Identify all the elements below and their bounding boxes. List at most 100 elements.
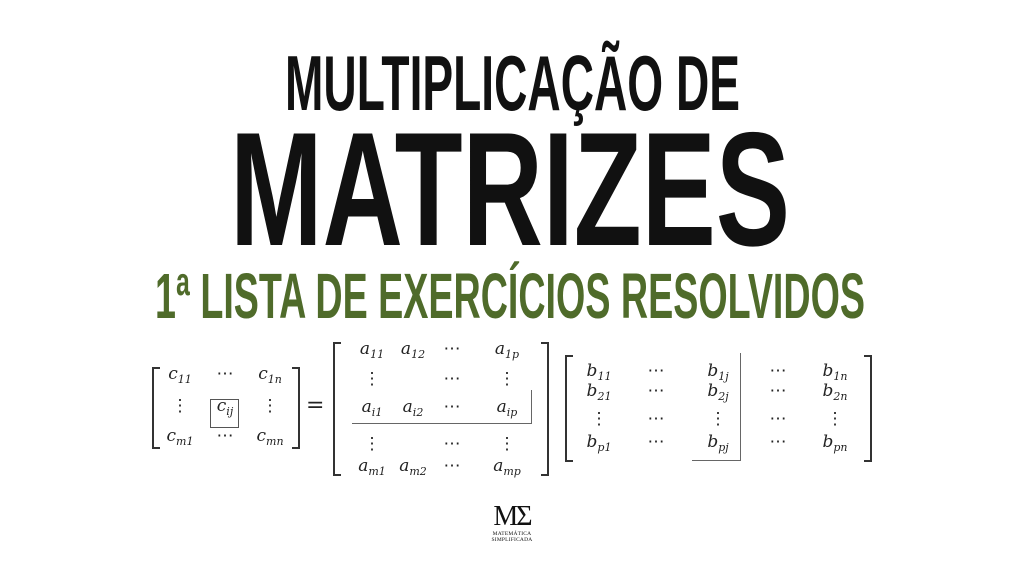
entry-subscript: 2n <box>833 390 848 403</box>
matrix-b-entry: ⋯ <box>648 432 665 452</box>
entry-base: a <box>402 397 413 417</box>
entry-base: ⋮ <box>498 369 516 389</box>
matrix-a-entry: am1 <box>358 456 386 478</box>
matrix-b-entry: ⋯ <box>648 361 665 381</box>
entry-base: ⋮ <box>826 409 844 429</box>
entry-base: b <box>707 432 719 452</box>
entry-subscript: m1 <box>368 465 386 478</box>
matrix-c-entry: ⋯ <box>217 364 234 384</box>
title-line-1: MULTIPLICAÇÃO DE <box>285 39 740 127</box>
entry-subscript: 11 <box>597 370 612 383</box>
matrix-a-entry: a12 <box>401 339 425 361</box>
entry-subscript: m2 <box>409 465 427 478</box>
matrix-a-left-bracket <box>333 342 341 476</box>
entry-subscript: 11 <box>177 373 192 386</box>
matrix-a-entry: a11 <box>360 339 384 361</box>
entry-subscript: i2 <box>412 406 424 419</box>
entry-base: ⋯ <box>443 339 461 359</box>
matrix-a-entry: ai1 <box>362 397 383 419</box>
entry-base: ⋮ <box>498 434 516 454</box>
subtitle: 1ª LISTA DE EXERCÍCIOS RESOLVIDOS <box>155 260 865 332</box>
entry-base: a <box>400 339 412 359</box>
row-i-rightline <box>531 390 532 424</box>
logo-text-1: MATEMÁTICA <box>492 531 532 537</box>
matrix-a-entry: aip <box>497 397 518 419</box>
matrix-c-entry: cij <box>217 396 233 418</box>
matrix-c-entry: ⋮ <box>172 396 189 416</box>
entry-base: b <box>586 381 598 401</box>
matrix-b-entry: bp1 <box>587 432 612 454</box>
entry-base: ⋯ <box>647 361 665 381</box>
matrix-b-right-bracket <box>864 355 872 462</box>
matrix-b-entry: ⋯ <box>770 409 787 429</box>
matrix-a-right-bracket <box>541 342 549 476</box>
entry-base: ⋯ <box>443 456 461 476</box>
entry-base: b <box>707 361 719 381</box>
entry-subscript: 1j <box>718 370 729 383</box>
entry-base: ⋯ <box>216 426 234 446</box>
matrix-c-entry: ⋮ <box>262 396 279 416</box>
entry-base: b <box>822 432 834 452</box>
entry-subscript: m1 <box>176 435 194 448</box>
entry-base: a <box>361 397 372 417</box>
entry-base: a <box>494 339 506 359</box>
entry-subscript: 11 <box>370 348 385 361</box>
entry-subscript: ip <box>506 406 518 419</box>
entry-base: c <box>168 364 178 384</box>
matrix-b-entry: b1n <box>823 361 848 383</box>
column-j-underline <box>692 460 741 461</box>
matrix-c-entry: cm1 <box>167 426 194 448</box>
row-i-underline <box>352 423 532 424</box>
entry-base: ⋯ <box>216 364 234 384</box>
entry-subscript: 1n <box>833 370 848 383</box>
entry-base: ⋮ <box>171 396 189 416</box>
matrix-b-entry: b1j <box>707 361 728 383</box>
entry-base: b <box>586 361 598 381</box>
entry-base: a <box>358 456 369 476</box>
entry-base: ⋯ <box>769 409 787 429</box>
matrix-b-entry: ⋮ <box>710 409 727 429</box>
entry-base: c <box>216 396 227 416</box>
entry-subscript: pn <box>833 441 848 454</box>
entry-base: ⋮ <box>709 409 727 429</box>
entry-subscript: mn <box>266 435 284 448</box>
matrix-b-entry: ⋮ <box>591 409 608 429</box>
entry-base: c <box>166 426 177 446</box>
title-line-2: MATRIZES <box>230 99 790 280</box>
matrix-a-entry: ⋮ <box>364 434 381 454</box>
matrix-b-entry: b21 <box>587 381 612 403</box>
entry-subscript: pj <box>718 441 729 454</box>
column-j-rightline <box>740 353 741 460</box>
entry-base: b <box>822 381 834 401</box>
entry-base: ⋯ <box>443 369 461 389</box>
matrix-a-entry: amp <box>493 456 521 478</box>
matrix-c-entry: c1n <box>258 364 282 386</box>
entry-subscript: p1 <box>597 441 612 454</box>
entry-base: a <box>399 456 410 476</box>
entry-base: a <box>496 397 507 417</box>
entry-base: c <box>256 426 267 446</box>
matrix-a-entry: ⋮ <box>364 369 381 389</box>
title-block: MULTIPLICAÇÃO DE MATRIZES 1ª LISTA DE EX… <box>155 39 865 332</box>
matrix-a-entry: ⋯ <box>444 339 461 359</box>
matrix-c-left-bracket <box>152 367 160 449</box>
entry-base: a <box>493 456 504 476</box>
logo-text-2: SIMPLIFICADA <box>491 537 533 543</box>
entry-subscript: mp <box>503 465 521 478</box>
entry-base: ⋯ <box>769 432 787 452</box>
matrix-b-entry: ⋮ <box>827 409 844 429</box>
matrix-a-entry: ai2 <box>403 397 424 419</box>
entry-base: ⋮ <box>590 409 608 429</box>
entry-base: ⋯ <box>769 361 787 381</box>
matrix-b-entry: ⋯ <box>648 381 665 401</box>
entry-subscript: 1p <box>505 348 520 361</box>
matrix-a-entry: ⋯ <box>444 456 461 476</box>
matrix-b-entry: b2j <box>707 381 728 403</box>
matrix-a-entry: ⋮ <box>499 369 516 389</box>
matrix-b-entry: bpj <box>707 432 728 454</box>
entry-base: ⋯ <box>443 434 461 454</box>
matrix-a-entry: ⋯ <box>444 434 461 454</box>
entry-subscript: ij <box>226 405 234 418</box>
entry-base: ⋮ <box>363 369 381 389</box>
matrix-c-entry: c11 <box>168 364 192 386</box>
